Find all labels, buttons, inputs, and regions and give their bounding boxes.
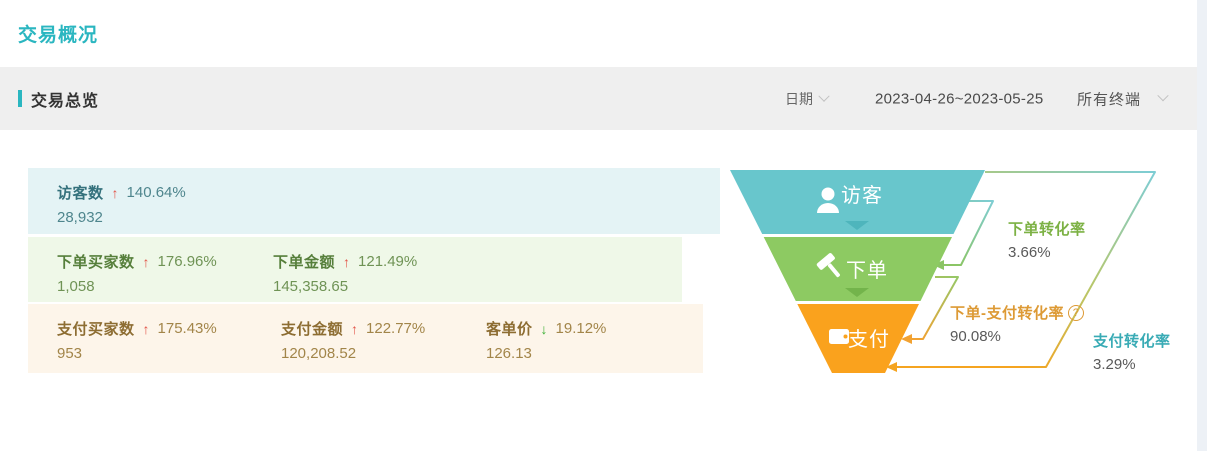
up-arrow-icon: ↑ (142, 253, 150, 270)
metric-visitor-count: 访客数 ↑ 140.64% 28,932 (57, 182, 186, 226)
metric-pay-amount: 支付金额 ↑ 122.77% 120,208.52 (281, 318, 425, 362)
metric-label: 下单金额 (273, 254, 336, 271)
funnel-stage-label: 下单 (846, 259, 888, 282)
chevron-down-icon (1157, 90, 1169, 102)
metric-change-pct: 121.49% (358, 253, 418, 270)
metric-value: 126.13 (486, 345, 532, 362)
metric-value: 1,058 (57, 278, 95, 295)
section-title-group: 交易总览 (18, 87, 99, 111)
up-arrow-icon: ↑ (351, 320, 359, 337)
metric-label: 访客数 (57, 185, 104, 202)
rate-pay-conversion: 支付转化率 3.29% (1093, 330, 1171, 373)
up-arrow-icon: ↑ (142, 320, 150, 337)
funnel-stage-pay (797, 304, 919, 373)
rate-order-conversion: 下单转化率 3.66% (1008, 218, 1086, 261)
metric-row-pay: 支付买家数 ↑ 175.43% 953 支付金额 ↑ 122.77% 120,2… (28, 304, 703, 373)
funnel-stage-label: 支付 (848, 328, 890, 351)
date-filter-label: 日期 (785, 90, 813, 107)
page-header: 交易概况 (0, 0, 1197, 67)
date-filter-dropdown[interactable]: 日期 (785, 89, 830, 109)
rate-label: 支付转化率 (1093, 333, 1171, 350)
help-icon[interactable]: ? (1068, 304, 1084, 321)
terminal-select[interactable]: 所有终端 (1077, 88, 1169, 109)
accent-bar (18, 90, 22, 107)
metric-order-amount: 下单金额 ↑ 121.49% 145,358.65 (273, 251, 417, 295)
metric-row-order: 下单买家数 ↑ 176.96% 1,058 下单金额 ↑ 121.49% 145… (28, 237, 682, 302)
up-arrow-icon: ↑ (343, 253, 351, 270)
metric-label: 支付金额 (281, 321, 344, 338)
rate-order-pay-conversion: 下单-支付转化率 ? 90.08% (950, 302, 1084, 345)
metric-label: 下单买家数 (57, 254, 135, 271)
rate-label: 下单-支付转化率 (950, 305, 1064, 322)
up-arrow-icon: ↑ (111, 184, 119, 201)
metric-row-visitor: 访客数 ↑ 140.64% 28,932 (28, 168, 720, 234)
metric-change-pct: 176.96% (157, 253, 217, 270)
left-arrowhead-icon (933, 260, 944, 270)
metric-avg-price: 客单价 ↓ 19.12% 126.13 (486, 318, 606, 362)
metric-label: 客单价 (486, 321, 533, 338)
down-triangle-icon (845, 221, 869, 230)
metric-change-pct: 175.43% (157, 320, 217, 337)
pay-wallet-icon (829, 329, 849, 344)
down-arrow-icon: ↓ (540, 320, 548, 337)
rate-value: 3.66% (1008, 244, 1051, 261)
date-range-value[interactable]: 2023-04-26~2023-05-25 (875, 90, 1044, 107)
rate-value: 3.29% (1093, 356, 1136, 373)
metric-value: 120,208.52 (281, 345, 357, 362)
metric-pay-buyers: 支付买家数 ↑ 175.43% 953 (57, 318, 217, 362)
section-header: 交易总览 日期 2023-04-26~2023-05-25 所有终端 (0, 67, 1197, 130)
funnel-stage-order (763, 237, 952, 301)
order-gavel-icon (816, 253, 840, 278)
overview-content: 访客数 ↑ 140.64% 28,932 下单买家数 ↑ 176.96% 1,0… (0, 130, 1197, 451)
terminal-select-value: 所有终端 (1077, 91, 1142, 108)
rate-value: 90.08% (950, 328, 1001, 345)
metric-value: 953 (57, 345, 83, 362)
metric-change-pct: 140.64% (126, 184, 186, 201)
left-arrowhead-icon (901, 334, 912, 344)
section-title: 交易总览 (31, 92, 100, 110)
down-triangle-icon (845, 288, 869, 297)
chevron-down-icon (818, 90, 830, 102)
rate-label: 下单转化率 (1008, 221, 1086, 238)
funnel-stage-label: 访客 (841, 184, 883, 207)
page-title: 交易概况 (18, 25, 99, 46)
metric-value: 145,358.65 (273, 278, 349, 295)
metric-order-buyers: 下单买家数 ↑ 176.96% 1,058 (57, 251, 217, 295)
left-arrowhead-icon (886, 362, 897, 372)
metric-label: 支付买家数 (57, 321, 135, 338)
metric-change-pct: 122.77% (366, 320, 426, 337)
order-rate-connector (944, 200, 994, 266)
metric-value: 28,932 (57, 209, 103, 226)
metric-change-pct: 19.12% (555, 320, 607, 337)
funnel-stage-visitor (730, 170, 985, 234)
visitor-person-icon (817, 187, 839, 213)
